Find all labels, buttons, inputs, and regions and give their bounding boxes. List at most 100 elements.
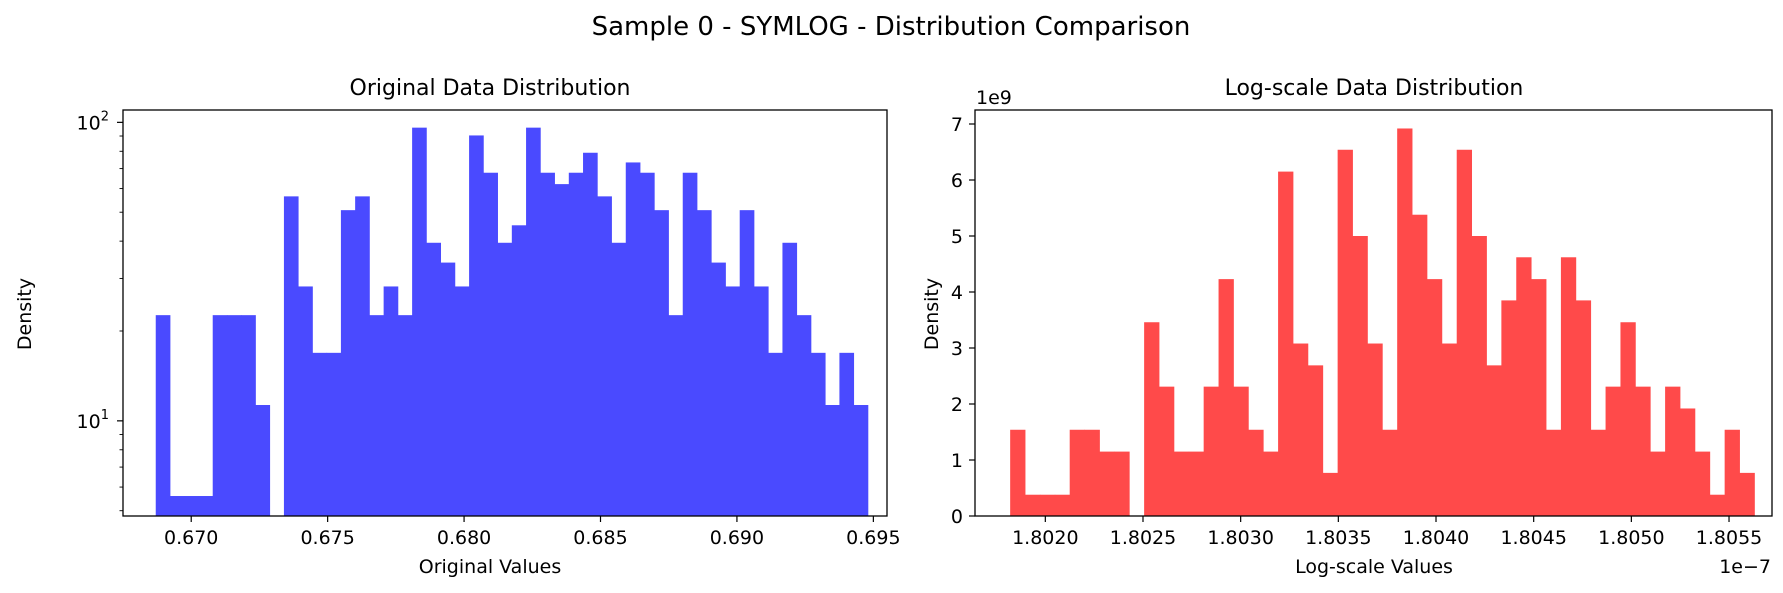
right-x-tick-label: 1.8025 [1110,527,1176,549]
right-histogram-bar [1397,128,1413,517]
right-x-tick-label: 1.8035 [1305,527,1371,549]
left-histogram-bar [782,242,798,516]
left-histogram-bar [483,172,498,516]
left-histogram-bar [212,315,228,516]
left-x-ticks: 0.670 0.675 0.680 0.685 0.690 0.695 [164,516,901,549]
right-histogram-bar [1501,300,1517,516]
left-histogram-bar [839,352,855,516]
right-histogram-bar [1352,236,1368,516]
right-histogram-bar [1084,429,1100,516]
right-histogram-bar [1709,494,1726,516]
right-histogram-bar [1456,149,1473,516]
right-histogram-bar [1441,343,1458,516]
right-x-tick-label: 1.8045 [1500,527,1566,549]
left-histogram-bar [682,172,698,516]
left-histogram-bar [796,315,812,516]
right-histogram-bar [1173,451,1190,516]
left-histogram-bar [412,127,427,517]
right-histogram-bar [1069,429,1085,516]
right-histogram-bar [1307,365,1324,516]
right-y-tick-label: 2 [951,394,963,416]
right-histogram-bar [1665,386,1681,516]
right-histogram-bar [1278,171,1294,516]
right-x-axis-label: Log-scale Values [1295,556,1453,578]
right-x-tick-label: 1.8040 [1403,527,1469,549]
right-chart-title: Log-scale Data Distribution [1225,76,1524,101]
right-axes-frame [974,109,1773,517]
right-y-tick-label: 7 [951,114,963,136]
left-histogram-bar [810,352,826,516]
right-histogram-bar [1694,451,1711,516]
right-histogram-bar [1144,322,1160,516]
left-x-tick-label: 0.675 [300,527,354,549]
left-chart-title: Original Data Distribution [350,76,631,101]
left-histogram-bar [426,242,442,516]
left-y-tick-label: 101 [77,408,109,433]
left-histogram-bar [454,286,470,516]
left-histogram-bar [469,135,484,516]
left-histogram-bar [226,315,242,516]
left-x-tick-label: 0.690 [710,527,764,549]
left-histogram-bar [440,262,456,516]
left-histogram-bar [340,210,356,516]
right-x-ticks: 1.8020 1.8025 1.8030 1.8035 1.8040 1.8045 1.80… [1012,516,1762,549]
left-histogram-bar [711,262,726,516]
left-histogram-bar [397,315,413,516]
right-subplot: Log-scale Data Distribution 1.8020 1.8025… [921,76,1773,578]
left-histogram-bar [511,225,527,516]
right-x-tick-label: 1.8020 [1012,527,1078,549]
right-histogram-bar [1620,322,1636,516]
right-histogram-bar [1010,429,1026,516]
right-histogram-bar [1426,279,1443,516]
left-histogram-bar [554,184,570,516]
right-histogram-bar [1099,451,1115,516]
left-histogram-bar [753,286,769,516]
left-axes-frame [122,109,888,517]
left-histogram-bar [654,210,669,516]
right-histogram-bar [1263,451,1279,516]
left-histogram-bar [155,315,171,516]
left-x-tick-label: 0.680 [437,527,491,549]
left-x-tick-label: 0.695 [846,527,900,549]
right-histogram-bar [1679,408,1696,516]
left-histogram-bar [611,242,627,516]
left-histogram-bar [640,172,655,516]
left-histogram-bar [696,210,712,516]
right-histogram-bar [1516,257,1532,516]
left-bars-group [155,127,869,517]
left-histogram-bar [540,172,555,516]
right-histogram-bar [1412,214,1428,516]
left-histogram-bar [526,127,541,517]
right-histogram-bar [1739,472,1755,516]
left-histogram-bar [355,196,370,516]
left-histogram-bar [255,405,271,516]
right-histogram-bar [1560,257,1577,516]
right-histogram-bar [1605,386,1621,516]
right-x-tick-label: 1.8030 [1207,527,1273,549]
right-y-tick-label: 4 [951,282,963,304]
right-histogram-bar [1025,494,1041,516]
right-histogram-bar [1546,429,1562,516]
right-histogram-bar [1292,343,1309,516]
left-y-ticks: 101 102 [77,109,123,512]
left-x-axis-label: Original Values [419,556,561,578]
right-histogram-bar [1575,300,1592,516]
left-histogram-bar [853,405,869,516]
left-histogram-bar [312,352,328,516]
left-histogram-bar [326,352,342,516]
right-x-tick-label: 1.8055 [1696,527,1762,549]
left-histogram-bar [568,172,584,516]
left-histogram-bar [241,315,256,516]
left-histogram-bar [768,352,783,516]
right-histogram-bar [1114,451,1130,516]
right-y-tick-label: 3 [951,338,963,360]
left-histogram-bar [198,496,214,516]
right-x-tick-label: 1.8050 [1598,527,1664,549]
left-x-tick-label: 0.685 [573,527,627,549]
right-histogram-bar [1367,343,1383,516]
right-y-tick-label: 5 [951,226,963,248]
right-y-axis-label: Density [921,278,943,350]
left-histogram-bar [583,152,598,516]
right-y-offset-label: 1e9 [976,87,1012,109]
